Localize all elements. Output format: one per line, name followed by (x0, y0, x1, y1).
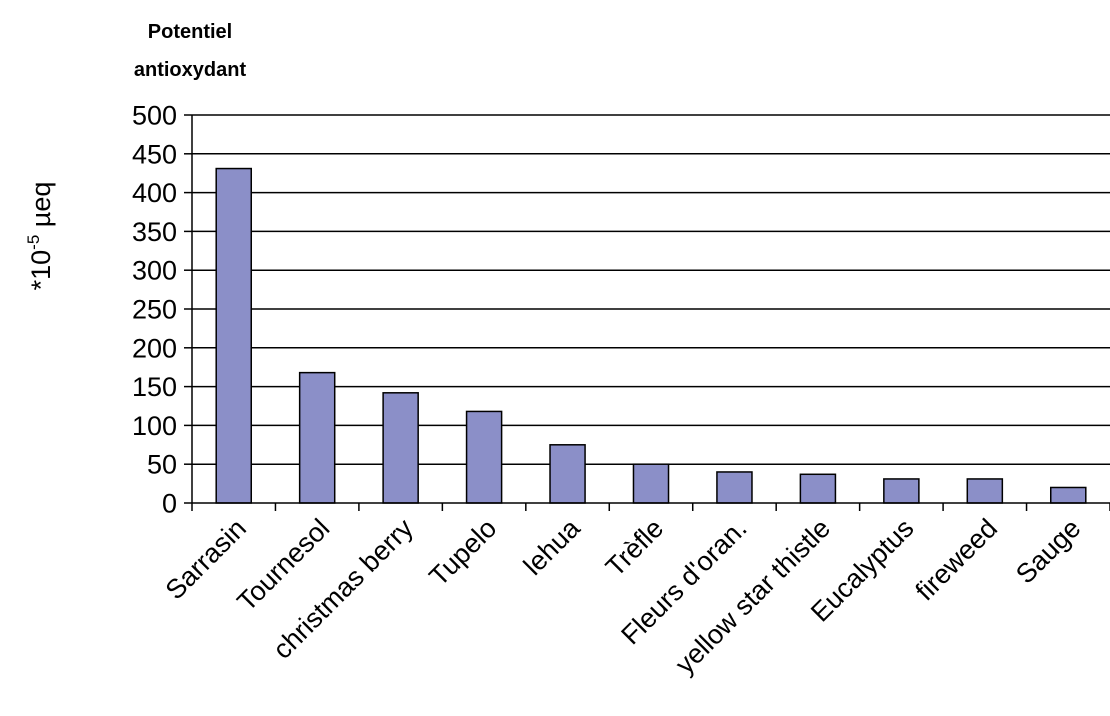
bar-1 (298, 371, 336, 504)
bars (215, 167, 1087, 504)
y-axis-label-suffix: µeq (26, 182, 56, 235)
bar-7 (799, 473, 837, 504)
chart-title-line-2: antioxydant (134, 59, 247, 81)
bar-8 (883, 478, 920, 504)
y-tick-label-4: 200 (132, 333, 177, 363)
y-axis-label-group: *10-5 µeq (24, 182, 56, 291)
x-tick-label-3: Tupelo (423, 513, 502, 592)
y-tick-label-8: 400 (132, 178, 177, 208)
y-tick-label-6: 300 (132, 256, 177, 286)
bar-10 (1049, 486, 1087, 504)
x-tick-label-4: lehua (518, 512, 587, 581)
y-axis-label: *10-5 µeq (24, 182, 56, 291)
bar-4 (549, 444, 586, 504)
y-tick-labels: 0 50 100 150 200 250 300 350 400 450 500 (132, 101, 177, 519)
chart-title: Potentiel antioxydant (134, 21, 247, 81)
x-tick-label-2: christmas berry (267, 513, 419, 665)
y-tick-label-10: 500 (132, 101, 177, 131)
y-axis-label-prefix: *10 (26, 250, 56, 291)
bar-9 (966, 478, 1004, 504)
y-tick-label-7: 350 (132, 217, 177, 247)
x-tick-label-10: Sauge (1010, 513, 1086, 589)
bar-3 (465, 410, 503, 504)
y-tick-label-1: 50 (147, 450, 177, 480)
y-tick-label-2: 100 (132, 411, 177, 441)
gridlines (192, 114, 1110, 465)
x-tick-label-7: yellow star thistle (670, 513, 837, 680)
y-tick-label-5: 250 (132, 295, 177, 325)
y-tick-label-3: 150 (132, 372, 177, 402)
y-axis-label-superscript: -5 (24, 235, 43, 250)
y-tick-label-9: 450 (132, 139, 177, 169)
bar-0 (215, 167, 253, 504)
x-tick-label-5: Trèfle (600, 513, 669, 582)
bar-6 (716, 471, 753, 504)
chart-title-line-1: Potentiel (148, 21, 232, 43)
y-tick-label-0: 0 (162, 489, 177, 519)
x-tick-label-9: fireweed (910, 513, 1003, 606)
axes (184, 114, 1110, 511)
bar-5 (632, 463, 670, 504)
bar-2 (382, 392, 419, 504)
